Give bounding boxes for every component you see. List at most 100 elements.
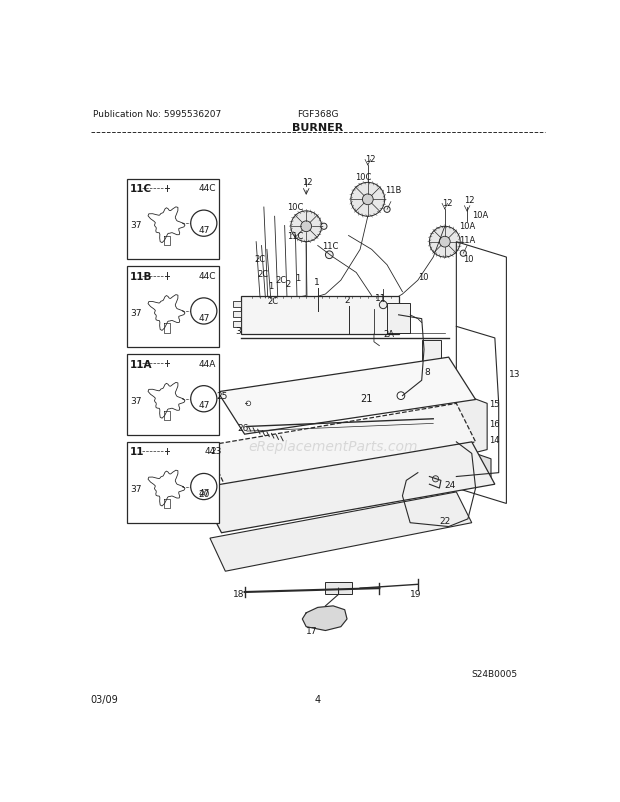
Text: 11C: 11C	[322, 241, 339, 250]
Circle shape	[351, 183, 385, 217]
FancyBboxPatch shape	[241, 296, 399, 334]
Polygon shape	[198, 303, 210, 315]
Text: 12: 12	[303, 178, 313, 187]
Text: 47: 47	[199, 488, 210, 497]
Text: 11A: 11A	[459, 235, 476, 245]
Text: 26: 26	[237, 423, 248, 432]
Text: 44A: 44A	[199, 359, 216, 368]
Text: 18: 18	[233, 589, 244, 598]
Text: Publication No: 5995536207: Publication No: 5995536207	[93, 110, 221, 119]
Text: 12: 12	[441, 199, 452, 209]
Text: 10: 10	[463, 254, 474, 264]
Text: 11: 11	[374, 294, 386, 303]
Circle shape	[460, 251, 466, 257]
Circle shape	[351, 383, 382, 414]
Circle shape	[440, 237, 450, 248]
Text: 2: 2	[285, 280, 291, 289]
Text: 47: 47	[199, 314, 210, 322]
Circle shape	[430, 227, 460, 257]
Polygon shape	[198, 479, 210, 491]
FancyBboxPatch shape	[422, 341, 441, 371]
Text: 10: 10	[418, 273, 428, 282]
Polygon shape	[198, 391, 210, 403]
Text: 10C: 10C	[287, 203, 303, 212]
Circle shape	[246, 402, 250, 406]
Text: 8: 8	[425, 367, 430, 377]
Circle shape	[321, 224, 327, 230]
FancyBboxPatch shape	[127, 443, 219, 523]
Text: 22: 22	[440, 516, 451, 525]
Circle shape	[191, 387, 217, 412]
Text: 1: 1	[314, 277, 320, 286]
Polygon shape	[148, 208, 185, 243]
Polygon shape	[210, 492, 472, 572]
Text: 11: 11	[130, 447, 144, 457]
FancyBboxPatch shape	[127, 354, 219, 435]
Circle shape	[379, 302, 387, 310]
Text: 19: 19	[410, 589, 422, 598]
Circle shape	[363, 195, 373, 205]
Text: 2C: 2C	[255, 254, 266, 264]
Text: 20: 20	[198, 489, 210, 498]
Text: 11A: 11A	[130, 359, 153, 369]
Text: eReplacementParts.com: eReplacementParts.com	[249, 439, 418, 453]
Text: 16: 16	[489, 420, 499, 429]
Text: 37: 37	[130, 221, 141, 230]
Polygon shape	[218, 358, 476, 435]
Circle shape	[164, 396, 170, 403]
Text: 23: 23	[210, 447, 221, 456]
FancyBboxPatch shape	[127, 180, 219, 260]
Polygon shape	[148, 383, 185, 419]
FancyBboxPatch shape	[127, 267, 219, 348]
Polygon shape	[198, 216, 210, 228]
Text: 44C: 44C	[198, 272, 216, 281]
Text: 2A: 2A	[383, 329, 394, 338]
Text: 47: 47	[199, 401, 210, 410]
Text: 12: 12	[464, 196, 474, 205]
Circle shape	[164, 484, 170, 490]
Text: 37: 37	[130, 396, 141, 405]
Text: 24: 24	[445, 480, 456, 489]
Text: 44C: 44C	[198, 184, 216, 193]
Text: 1: 1	[294, 273, 300, 283]
Circle shape	[164, 309, 170, 314]
Circle shape	[291, 212, 322, 242]
FancyBboxPatch shape	[326, 582, 352, 594]
Text: 3: 3	[236, 326, 241, 335]
Text: 10C: 10C	[355, 172, 371, 181]
Polygon shape	[148, 471, 185, 506]
Text: 03/09: 03/09	[91, 694, 118, 704]
Text: 25: 25	[216, 391, 228, 400]
Circle shape	[301, 221, 312, 233]
Text: 47: 47	[199, 225, 210, 234]
Text: S24B0005: S24B0005	[472, 669, 518, 678]
Text: FGF368G: FGF368G	[297, 110, 339, 119]
Text: 4: 4	[315, 694, 321, 704]
Circle shape	[191, 211, 217, 237]
Text: 13: 13	[508, 370, 520, 379]
Text: 2C: 2C	[258, 270, 269, 279]
Text: 37: 37	[130, 484, 141, 493]
Text: 21: 21	[360, 394, 373, 403]
Polygon shape	[360, 390, 373, 403]
Text: 11C: 11C	[287, 232, 303, 241]
Polygon shape	[464, 450, 491, 480]
Text: 10A: 10A	[459, 221, 476, 230]
Circle shape	[433, 476, 438, 482]
Circle shape	[164, 221, 170, 227]
Text: 10A: 10A	[472, 211, 488, 220]
Circle shape	[384, 207, 390, 213]
Text: 12: 12	[365, 155, 375, 164]
Text: 37: 37	[130, 309, 141, 318]
Circle shape	[191, 298, 217, 325]
Circle shape	[191, 474, 217, 500]
Text: 1: 1	[268, 282, 273, 290]
Polygon shape	[456, 392, 487, 454]
Text: 14: 14	[489, 435, 499, 444]
Text: 11B: 11B	[386, 185, 402, 194]
Text: 15: 15	[489, 399, 499, 408]
Text: 11B: 11B	[130, 272, 153, 282]
FancyBboxPatch shape	[233, 311, 241, 318]
FancyBboxPatch shape	[387, 304, 410, 333]
Polygon shape	[303, 606, 347, 630]
